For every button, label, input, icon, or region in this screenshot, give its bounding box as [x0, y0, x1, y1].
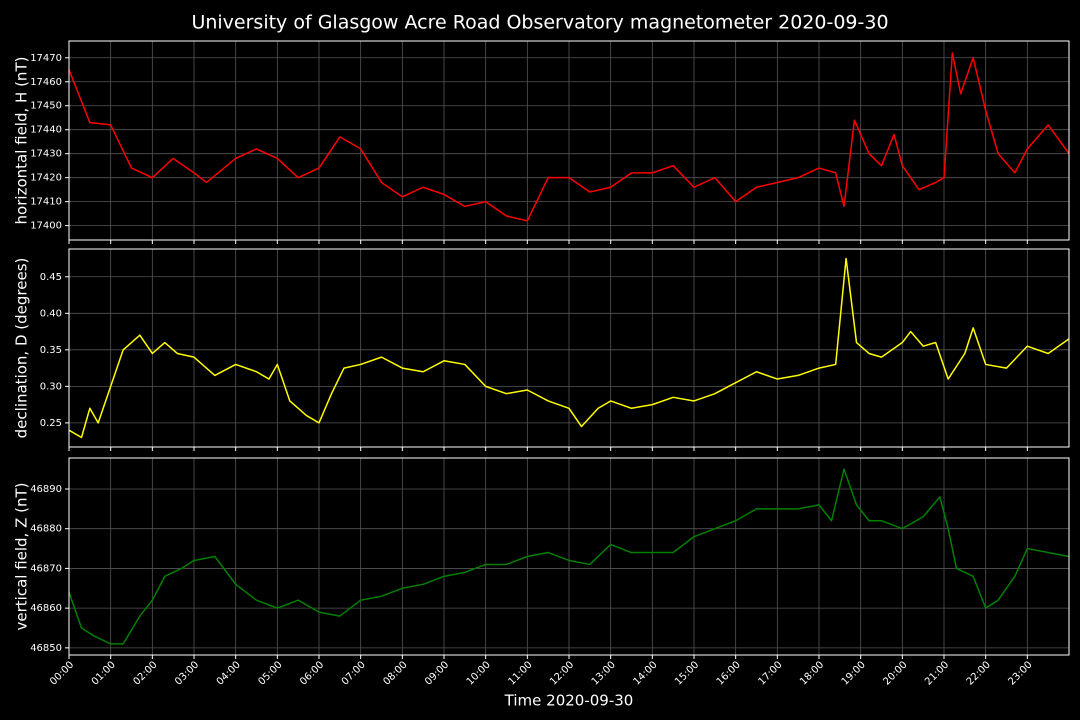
x-tick-label: 21:00 [923, 659, 951, 687]
y-tick-label: 46870 [30, 563, 62, 574]
y-tick-label: 0.35 [40, 345, 62, 356]
y-tick-label: 0.45 [40, 272, 62, 283]
y-tick-label: 46860 [30, 603, 62, 614]
x-tick-label: 20:00 [881, 659, 909, 687]
x-tick-label: 11:00 [506, 659, 534, 687]
x-tick-label: 00:00 [48, 659, 76, 687]
x-tick-label: 05:00 [256, 659, 284, 687]
x-tick-label: 07:00 [340, 659, 368, 687]
plot-frame [68, 457, 1070, 656]
data-line [68, 257, 1070, 439]
y-tick-label: 17460 [30, 77, 62, 88]
x-tick-label: 06:00 [298, 659, 326, 687]
x-tick-label: 17:00 [756, 659, 784, 687]
x-tick-label: 23:00 [1006, 659, 1034, 687]
y-tick-label: 46890 [30, 484, 62, 495]
x-tick-label: 12:00 [548, 659, 576, 687]
y-tick-label: 17410 [30, 197, 62, 208]
y-tick-label: 0.25 [40, 418, 62, 429]
figure-title: University of Glasgow Acre Road Observat… [191, 12, 888, 34]
y-tick-label: 17420 [30, 173, 62, 184]
x-tick-label: 15:00 [673, 659, 701, 687]
y-tick-label: 17440 [30, 125, 62, 136]
x-tick-label: 18:00 [798, 659, 826, 687]
x-axis-label: Time 2020-09-30 [504, 692, 634, 710]
data-line [68, 52, 1070, 222]
x-tick-label: 19:00 [840, 659, 868, 687]
y-tick-label: 17400 [30, 221, 62, 232]
x-tick-label: 22:00 [965, 659, 993, 687]
x-tick-label: 08:00 [381, 659, 409, 687]
plot-frame [68, 248, 1070, 448]
y-axis-label: declination, D (degrees) [13, 258, 31, 439]
y-tick-label: 46880 [30, 524, 62, 535]
x-tick-label: 10:00 [465, 659, 493, 687]
y-tick-label: 46850 [30, 643, 62, 654]
y-tick-label: 0.40 [40, 308, 62, 319]
plot-frame [68, 40, 1070, 241]
x-tick-label: 13:00 [590, 659, 618, 687]
y-tick-label: 17430 [30, 149, 62, 160]
x-tick-label: 14:00 [631, 659, 659, 687]
x-tick-label: 04:00 [215, 659, 243, 687]
data-line [68, 468, 1070, 645]
y-tick-label: 17450 [30, 101, 62, 112]
x-tick-label: 01:00 [90, 659, 118, 687]
x-tick-label: 03:00 [173, 659, 201, 687]
y-axis-label: vertical field, Z (nT) [13, 482, 31, 630]
y-tick-label: 17470 [30, 53, 62, 64]
x-tick-label: 02:00 [131, 659, 159, 687]
x-tick-label: 09:00 [423, 659, 451, 687]
x-tick-label: 16:00 [715, 659, 743, 687]
y-tick-label: 0.30 [40, 381, 62, 392]
y-axis-label: horizontal field, H (nT) [13, 57, 31, 225]
